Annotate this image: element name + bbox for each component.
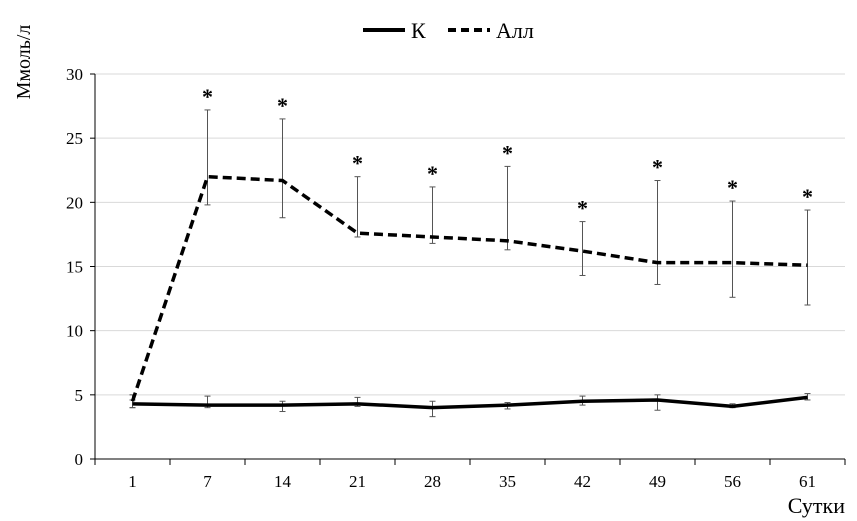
x-tick-label-49: 49 [649,472,666,491]
significance-markers: * * * * * * * * * [202,84,813,221]
significance-marker-56: * [727,175,738,200]
y-tick-label-10: 10 [66,322,83,341]
x-tick-label-56: 56 [724,472,741,491]
gridlines [95,73,845,396]
significance-marker-7: * [202,84,213,109]
significance-marker-14: * [277,93,288,118]
y-tick-label-20: 20 [66,193,83,212]
x-tick-label-1: 1 [128,472,137,491]
error-bars [129,109,811,418]
significance-marker-49: * [652,155,663,180]
x-tick-label-61: 61 [799,472,816,491]
x-tick-label-42: 42 [574,472,591,491]
legend-label-all: Алл [496,18,534,43]
x-tick-label-28: 28 [424,472,441,491]
series-line-all [130,174,808,402]
axes [90,73,846,465]
x-tick-label-14: 14 [274,472,292,491]
significance-marker-42: * [577,196,588,221]
significance-marker-35: * [502,140,513,165]
y-axis-label: Ммоль/л [13,25,35,100]
y-tick-labels: 0 5 10 15 20 25 30 [66,65,83,469]
significance-marker-61: * [802,184,813,209]
significance-marker-21: * [352,151,363,176]
x-axis-label: Сутки [788,493,845,518]
legend: К Алл [363,18,534,43]
series-line-k [132,395,808,410]
y-tick-label-15: 15 [66,258,83,277]
x-tick-label-7: 7 [203,472,212,491]
x-tick-label-35: 35 [499,472,516,491]
x-tick-labels: 1 7 14 21 28 35 42 49 56 61 [128,472,816,491]
x-tick-label-21: 21 [349,472,366,491]
y-tick-label-30: 30 [66,65,83,84]
significance-marker-28: * [427,161,438,186]
y-tick-label-5: 5 [75,386,84,405]
series-lines [130,174,808,410]
y-tick-label-25: 25 [66,129,83,148]
legend-label-k: К [411,18,426,43]
y-tick-label-0: 0 [75,450,84,469]
